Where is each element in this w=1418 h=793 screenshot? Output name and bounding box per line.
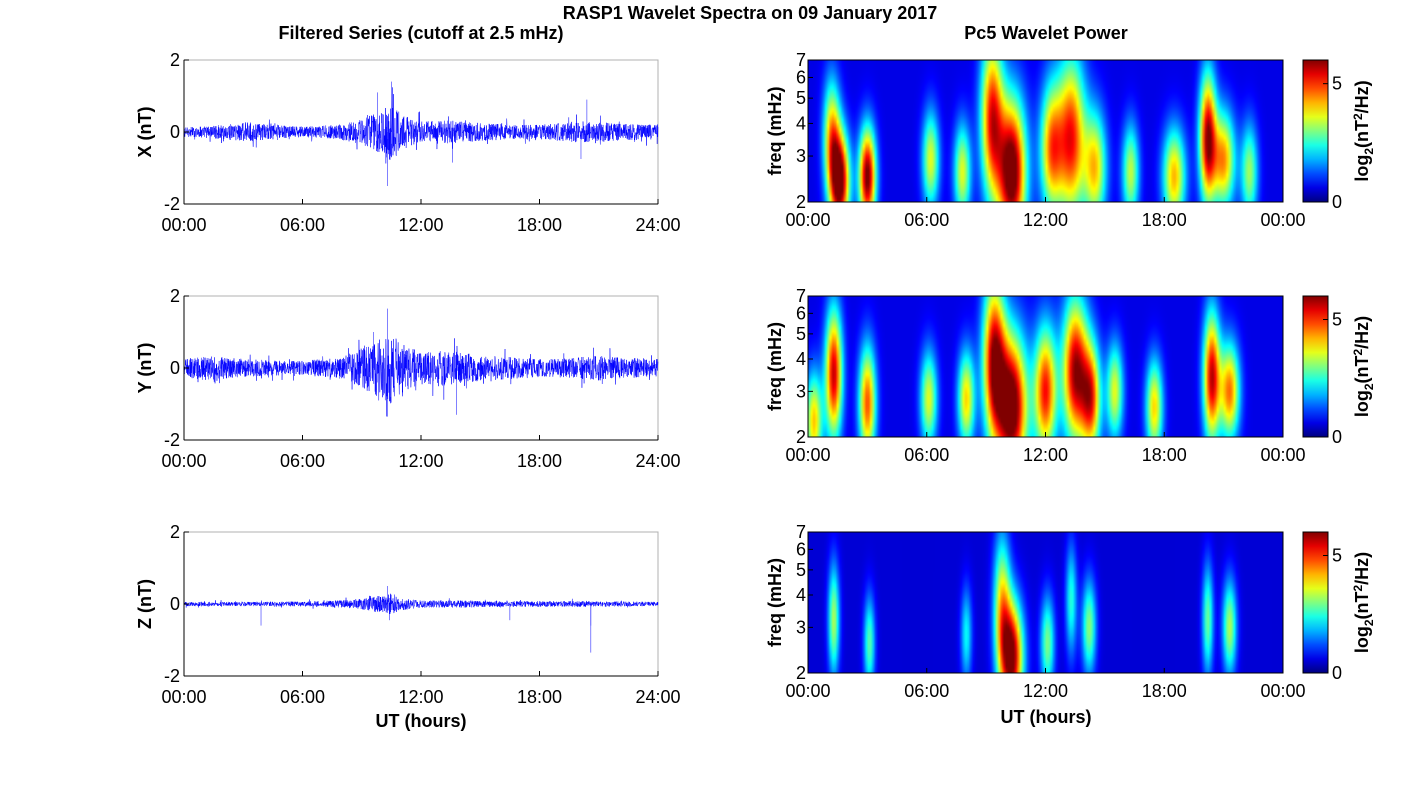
y-axis-label: freq (mHz)	[765, 322, 785, 411]
y-axis-label: X (nT)	[135, 107, 155, 158]
x-tick-label: 00:00	[785, 445, 830, 465]
x-tick-label: 18:00	[517, 687, 562, 707]
signal-trace	[183, 81, 659, 186]
y-tick-label: 3	[796, 381, 806, 401]
x-tick-label: 18:00	[517, 215, 562, 235]
y-tick-label: 2	[170, 522, 180, 542]
colorbar-label: log2(nT2/Hz)	[1351, 80, 1376, 181]
colorbar-tick-label: 0	[1332, 663, 1342, 683]
x-tick-label: 00:00	[161, 687, 206, 707]
x-tick-label: 00:00	[161, 215, 206, 235]
y-axis-label: freq (mHz)	[765, 86, 785, 175]
x-tick-label: 00:00	[1260, 681, 1305, 701]
colorbar-tick-label: 5	[1332, 546, 1342, 566]
y-tick-label: 4	[796, 349, 806, 369]
y-axis-label: Z (nT)	[135, 579, 155, 629]
x-tick-label: 24:00	[635, 215, 680, 235]
x-tick-label: 12:00	[1023, 210, 1068, 230]
x-tick-label: 00:00	[161, 451, 206, 471]
wavelet-heatmap	[808, 532, 1283, 673]
y-tick-label: 2	[170, 286, 180, 306]
x-tick-label: 12:00	[1023, 445, 1068, 465]
colorbar-tick-label: 5	[1332, 310, 1342, 330]
x-tick-label: 12:00	[398, 451, 443, 471]
wavelet-heatmap	[808, 296, 1283, 437]
y-tick-label: -2	[164, 666, 180, 686]
colorbar	[1302, 531, 1329, 674]
y-tick-label: 5	[796, 324, 806, 344]
left-column-title: Filtered Series (cutoff at 2.5 mHz)	[278, 23, 563, 43]
x-tick-label: 24:00	[635, 687, 680, 707]
y-tick-label: -2	[164, 194, 180, 214]
x-tick-label: 18:00	[1142, 445, 1187, 465]
x-tick-label: 00:00	[1260, 445, 1305, 465]
y-tick-label: 7	[796, 50, 806, 70]
y-tick-label: 0	[170, 358, 180, 378]
signal-trace	[183, 308, 659, 417]
colorbar-label: log2(nT2/Hz)	[1351, 552, 1376, 653]
timeseries-panel-x: 2 0 -200:00 06:00 12:00 18:00 24:00 X (nT)	[135, 50, 681, 235]
y-tick-label: 6	[796, 539, 806, 559]
timeseries-panel-z: 2 0 -200:00 06:00 12:00 18:00 24:00 Z (nT)	[135, 522, 681, 707]
colorbar	[1302, 59, 1329, 203]
y-tick-label: -2	[164, 430, 180, 450]
colorbar-label: log2(nT2/Hz)	[1351, 316, 1376, 417]
x-tick-label: 06:00	[904, 210, 949, 230]
x-tick-label: 24:00	[635, 451, 680, 471]
y-tick-label: 5	[796, 88, 806, 108]
x-tick-label: 06:00	[280, 451, 325, 471]
y-tick-label: 4	[796, 585, 806, 605]
colorbar-tick-label: 0	[1332, 192, 1342, 212]
x-tick-label: 12:00	[398, 215, 443, 235]
x-tick-label: 06:00	[280, 215, 325, 235]
x-tick-label: 00:00	[1260, 210, 1305, 230]
left-xlabel: UT (hours)	[376, 711, 467, 731]
y-tick-label: 0	[170, 122, 180, 142]
y-tick-label: 3	[796, 617, 806, 637]
y-tick-label: 2	[796, 663, 806, 683]
x-tick-label: 06:00	[280, 687, 325, 707]
x-tick-label: 06:00	[904, 681, 949, 701]
right-column-title: Pc5 Wavelet Power	[964, 23, 1127, 43]
y-tick-label: 2	[170, 50, 180, 70]
x-tick-label: 12:00	[1023, 681, 1068, 701]
figure-title: RASP1 Wavelet Spectra on 09 January 2017	[563, 3, 938, 23]
y-tick-label: 6	[796, 303, 806, 323]
y-tick-label: 2	[796, 192, 806, 212]
panels: 20-200:00 06:00 12:00 18:00 24:00X (nT)20-20…	[135, 50, 1376, 707]
y-tick-label: 2	[796, 427, 806, 447]
colorbar-tick-label: 0	[1332, 427, 1342, 447]
y-axis-label: freq (mHz)	[765, 558, 785, 647]
colorbar	[1302, 295, 1329, 438]
x-tick-label: 00:00	[785, 210, 830, 230]
x-tick-label: 06:00	[904, 445, 949, 465]
x-tick-label: 18:00	[517, 451, 562, 471]
signal-trace	[183, 586, 659, 653]
y-tick-label: 5	[796, 560, 806, 580]
colorbar-tick-label: 5	[1332, 74, 1342, 94]
x-tick-label: 00:00	[785, 681, 830, 701]
x-tick-label: 18:00	[1142, 210, 1187, 230]
x-tick-label: 12:00	[398, 687, 443, 707]
wavelet-heatmap	[808, 60, 1283, 202]
y-tick-label: 4	[796, 113, 806, 133]
y-tick-label: 0	[170, 594, 180, 614]
x-tick-label: 18:00	[1142, 681, 1187, 701]
right-xlabel: UT (hours)	[1001, 707, 1092, 727]
y-tick-label: 3	[796, 146, 806, 166]
y-tick-label: 6	[796, 67, 806, 87]
y-axis-label: Y (nT)	[135, 343, 155, 394]
y-tick-label: 7	[796, 286, 806, 306]
y-tick-label: 7	[796, 522, 806, 542]
timeseries-panel-y: 2 0 -200:00 06:00 12:00 18:00 24:00 Y (nT)	[135, 286, 681, 471]
